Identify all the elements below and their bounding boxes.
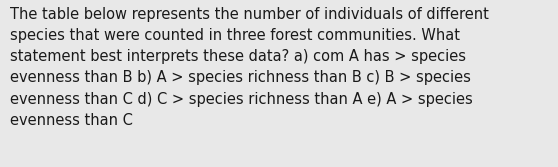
Text: The table below represents the number of individuals of different
species that w: The table below represents the number of… bbox=[10, 7, 489, 128]
